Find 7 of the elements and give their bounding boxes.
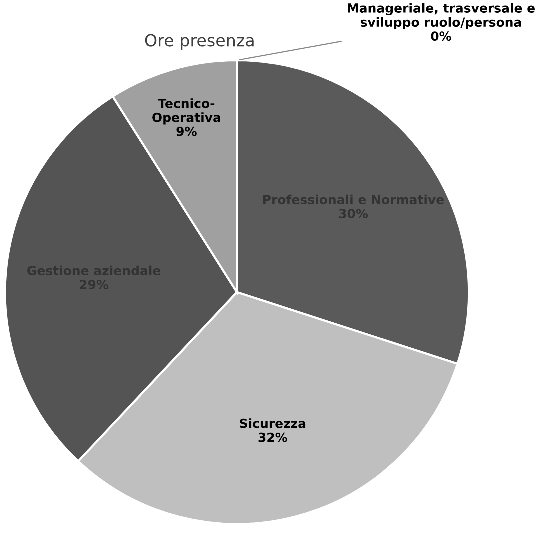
chart-title: Ore presenza: [145, 34, 254, 50]
data-label: 32%: [258, 432, 288, 442]
slice-label: Tecnico-Operativa: [152, 98, 220, 125]
data-label: 9%: [176, 126, 197, 136]
text: 0%: [431, 32, 452, 42]
slice-label: Sicurezza: [240, 418, 306, 428]
category-label: Manageriale, trasversale e sviluppo ruolo/persona: [348, 3, 535, 30]
